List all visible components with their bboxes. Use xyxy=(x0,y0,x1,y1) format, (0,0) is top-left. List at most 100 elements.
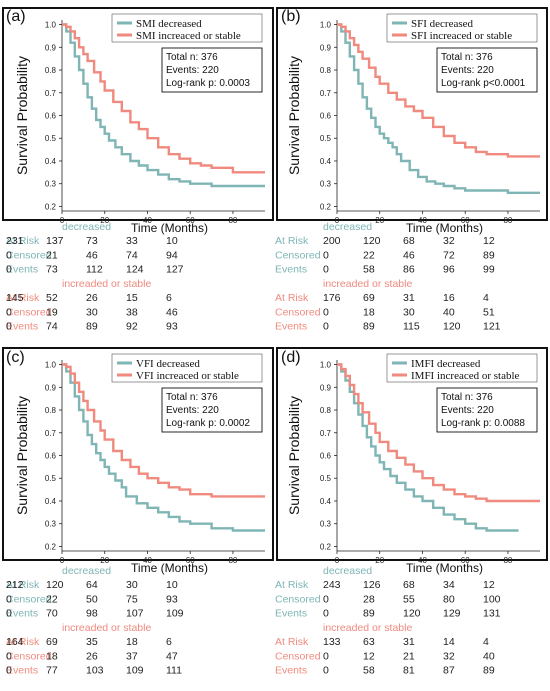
risk-group-label: increaded or stable xyxy=(62,622,151,634)
risk-value: 0 xyxy=(323,306,329,318)
x-tick-label: 60 xyxy=(186,556,195,565)
risk-value: 26 xyxy=(86,650,98,662)
km-curve-decreased xyxy=(337,363,519,532)
x-axis-label: Time (Months) xyxy=(406,561,483,575)
y-tick-label: 0.7 xyxy=(320,429,332,438)
legend-label: IMFI decreased xyxy=(411,358,481,370)
y-axis-label: Survival Probability xyxy=(286,56,302,175)
risk-group-label: increaded or stable xyxy=(323,622,412,634)
km-panel-c: (c) 0.2 0.3 0.4 0.5 0.6 0.7 0.8 0.9 1.0 0 20 40 60 80 T… xyxy=(0,346,275,691)
y-tick-label: 0.7 xyxy=(45,429,57,438)
y-tick-label: 0.6 xyxy=(320,452,332,461)
x-tick-label: 0 xyxy=(60,216,65,225)
risk-value: 87 xyxy=(443,665,455,677)
risk-value: 100 xyxy=(483,593,501,605)
risk-row-label: At Risk xyxy=(275,235,309,247)
y-tick-label: 0.8 xyxy=(45,406,57,415)
risk-value: 68 xyxy=(403,579,415,591)
risk-value: 81 xyxy=(403,665,415,677)
risk-value: 200 xyxy=(323,235,341,247)
risk-value: 55 xyxy=(403,593,415,605)
risk-value: 58 xyxy=(363,264,375,276)
y-tick-label: 0.9 xyxy=(320,383,332,392)
km-panel-d: (d) 0.2 0.3 0.4 0.5 0.6 0.7 0.8 0.9 1.0 0 20 40 60 80 T… xyxy=(275,346,550,691)
risk-value: 176 xyxy=(323,292,341,304)
y-tick-label: 0.6 xyxy=(45,112,57,121)
y-tick-label: 0.5 xyxy=(45,474,57,483)
y-tick-label: 0.2 xyxy=(45,202,57,211)
risk-value: 14 xyxy=(443,636,455,648)
risk-value: 243 xyxy=(323,579,341,591)
risk-value: 98 xyxy=(86,608,98,620)
x-tick-label: 20 xyxy=(375,216,384,225)
y-tick-label: 0.5 xyxy=(320,134,332,143)
stats-box xyxy=(436,387,538,433)
y-tick-label: 0.9 xyxy=(45,43,57,52)
risk-value: 68 xyxy=(403,235,415,247)
risk-row-label: Events xyxy=(275,264,307,276)
risk-value: 94 xyxy=(166,249,178,261)
risk-value: 89 xyxy=(363,608,375,620)
risk-value: 32 xyxy=(443,650,455,662)
risk-value: 30 xyxy=(86,306,98,318)
legend-label: SFI decreased xyxy=(411,18,474,30)
km-curve-increased xyxy=(337,23,540,158)
panel-frame xyxy=(276,347,548,561)
x-tick-label: 20 xyxy=(100,556,109,565)
risk-value: 124 xyxy=(126,264,144,276)
risk-value: 58 xyxy=(363,665,375,677)
risk-value: 4 xyxy=(483,292,489,304)
stats-line: Events: 220 xyxy=(166,405,219,416)
km-panel-a: (a) 0.2 0.3 0.4 0.5 0.6 0.7 0.8 0.9 1.0 0 20 40 60 80 T… xyxy=(0,0,275,345)
risk-value: 0 xyxy=(323,264,329,276)
y-tick-label: 0.2 xyxy=(320,542,332,551)
stats-line: Total n: 376 xyxy=(166,392,218,403)
x-axis-label: Time (Months) xyxy=(406,221,483,235)
y-tick-label: 0.2 xyxy=(320,202,332,211)
y-tick-label: 0.3 xyxy=(45,180,57,189)
risk-value: 74 xyxy=(46,321,58,333)
risk-row-label: Censored xyxy=(6,650,52,662)
risk-value: 72 xyxy=(443,249,455,261)
risk-value: 86 xyxy=(403,264,415,276)
stats-line: Events: 220 xyxy=(166,65,219,76)
legend-label: SMI increaced or stable xyxy=(136,30,241,42)
risk-value: 19 xyxy=(46,306,58,318)
legend-label: VFI increaced or stable xyxy=(136,370,239,382)
x-tick-label: 40 xyxy=(418,216,427,225)
risk-value: 63 xyxy=(363,636,375,648)
risk-value: 73 xyxy=(86,235,98,247)
risk-value: 133 xyxy=(323,636,341,648)
risk-value: 137 xyxy=(46,235,64,247)
risk-value: 0 xyxy=(6,321,12,333)
risk-value: 0 xyxy=(323,650,329,662)
x-tick-label: 20 xyxy=(375,556,384,565)
risk-row-label: At Risk xyxy=(275,579,309,591)
risk-value: 127 xyxy=(166,264,184,276)
y-tick-label: 0.9 xyxy=(320,43,332,52)
km-curve-decreased xyxy=(62,363,265,532)
x-tick-label: 80 xyxy=(228,556,237,565)
risk-value: 4 xyxy=(483,636,489,648)
x-tick-label: 0 xyxy=(335,216,340,225)
risk-row-label: Events xyxy=(6,264,38,276)
stats-line: Total n: 376 xyxy=(441,52,493,63)
y-tick-label: 0.2 xyxy=(45,542,57,551)
risk-value: 21 xyxy=(403,650,415,662)
risk-value: 35 xyxy=(86,636,98,648)
risk-value: 50 xyxy=(86,593,98,605)
x-tick-label: 0 xyxy=(60,556,65,565)
risk-value: 22 xyxy=(363,249,375,261)
legend-label: VFI decreased xyxy=(136,358,200,370)
legend-box xyxy=(386,13,538,43)
km-curve-increased xyxy=(62,23,265,174)
risk-value: 0 xyxy=(323,665,329,677)
risk-row-label: Censored xyxy=(6,249,52,261)
y-tick-label: 0.5 xyxy=(320,474,332,483)
risk-value: 0 xyxy=(323,321,329,333)
risk-value: 103 xyxy=(86,665,104,677)
risk-row-label: At Risk xyxy=(6,579,40,591)
panel-label: (b) xyxy=(281,8,301,25)
y-tick-label: 0.6 xyxy=(45,452,57,461)
risk-value: 0 xyxy=(323,249,329,261)
